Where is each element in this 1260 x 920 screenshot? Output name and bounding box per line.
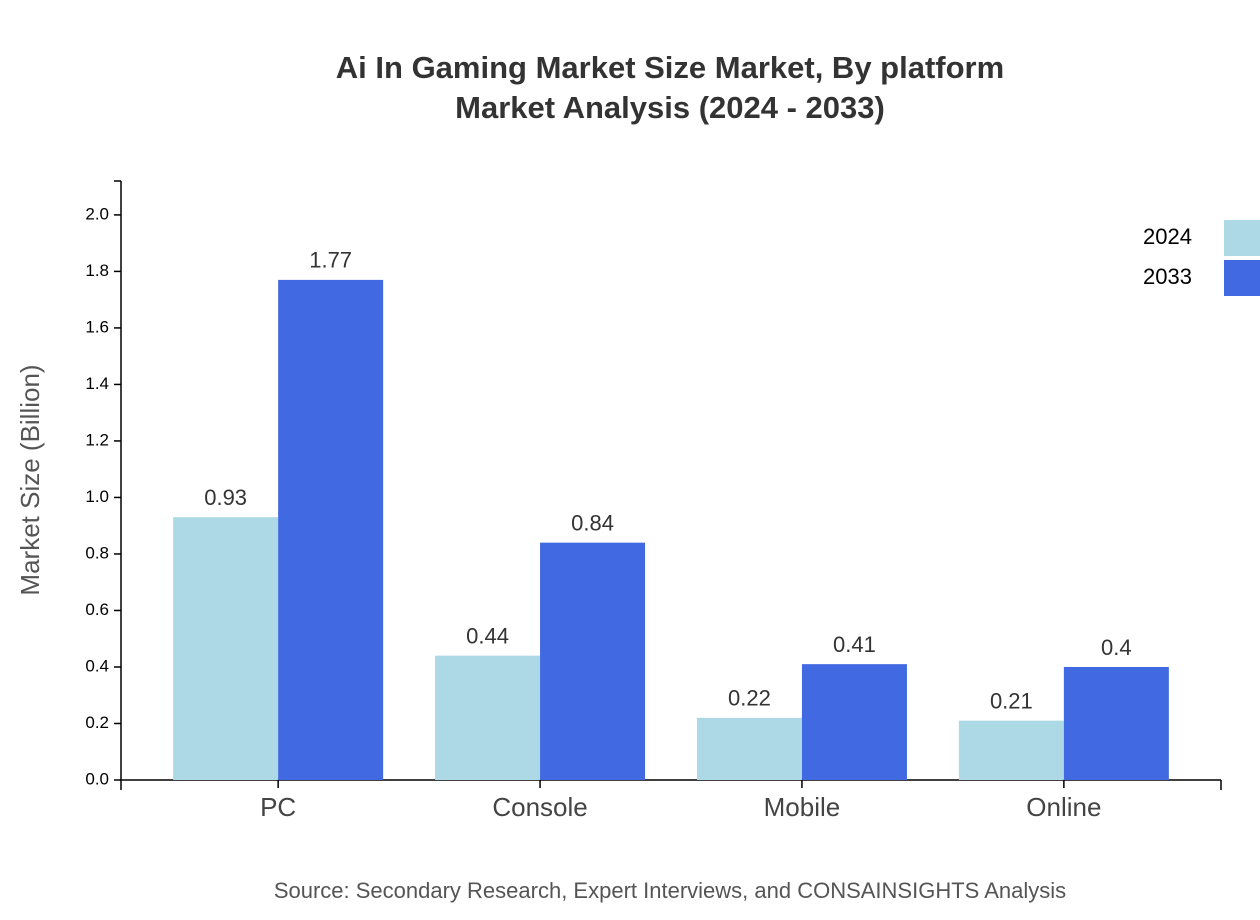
value-label: 0.22 bbox=[728, 686, 771, 711]
bar bbox=[801, 664, 907, 780]
y-tick-label: 1.4 bbox=[85, 374, 109, 393]
y-tick-label: 0.6 bbox=[85, 600, 109, 619]
y-tick-label: 1.6 bbox=[85, 317, 109, 336]
chart-title: Ai In Gaming Market Size Market, By plat… bbox=[336, 50, 1004, 85]
value-label: 0.4 bbox=[1101, 635, 1132, 660]
bar bbox=[540, 542, 646, 780]
value-label: 0.41 bbox=[833, 632, 876, 657]
x-tick-label: PC bbox=[260, 792, 296, 822]
y-tick-label: 2.0 bbox=[85, 204, 109, 223]
legend-label: 2033 bbox=[1143, 264, 1192, 289]
x-tick-label: Console bbox=[492, 792, 587, 822]
bar bbox=[696, 717, 802, 780]
source-note: Source: Secondary Research, Expert Inter… bbox=[274, 878, 1066, 903]
bar bbox=[958, 720, 1064, 780]
y-tick-label: 1.8 bbox=[85, 261, 109, 280]
bar bbox=[278, 279, 384, 780]
legend-swatch bbox=[1224, 220, 1260, 256]
y-tick-label: 0.0 bbox=[85, 769, 109, 788]
bar bbox=[173, 517, 279, 780]
bar bbox=[435, 655, 541, 780]
value-label: 1.77 bbox=[309, 248, 352, 273]
x-tick-label: Mobile bbox=[764, 792, 841, 822]
value-label: 0.93 bbox=[204, 485, 247, 510]
y-tick-label: 0.4 bbox=[85, 656, 109, 675]
value-label: 0.44 bbox=[466, 623, 509, 648]
legend-label: 2024 bbox=[1143, 224, 1192, 249]
bar bbox=[1063, 666, 1169, 780]
value-label: 0.84 bbox=[571, 510, 614, 535]
y-tick-label: 1.2 bbox=[85, 430, 109, 449]
chart-subtitle: Market Analysis (2024 - 2033) bbox=[455, 90, 885, 125]
y-axis-label: Market Size (Billion) bbox=[15, 364, 45, 595]
y-tick-label: 0.8 bbox=[85, 543, 109, 562]
y-tick-label: 0.2 bbox=[85, 713, 109, 732]
value-label: 0.21 bbox=[990, 688, 1033, 713]
legend-swatch bbox=[1224, 260, 1260, 296]
x-tick-label: Online bbox=[1026, 792, 1101, 822]
y-tick-label: 1.0 bbox=[85, 487, 109, 506]
